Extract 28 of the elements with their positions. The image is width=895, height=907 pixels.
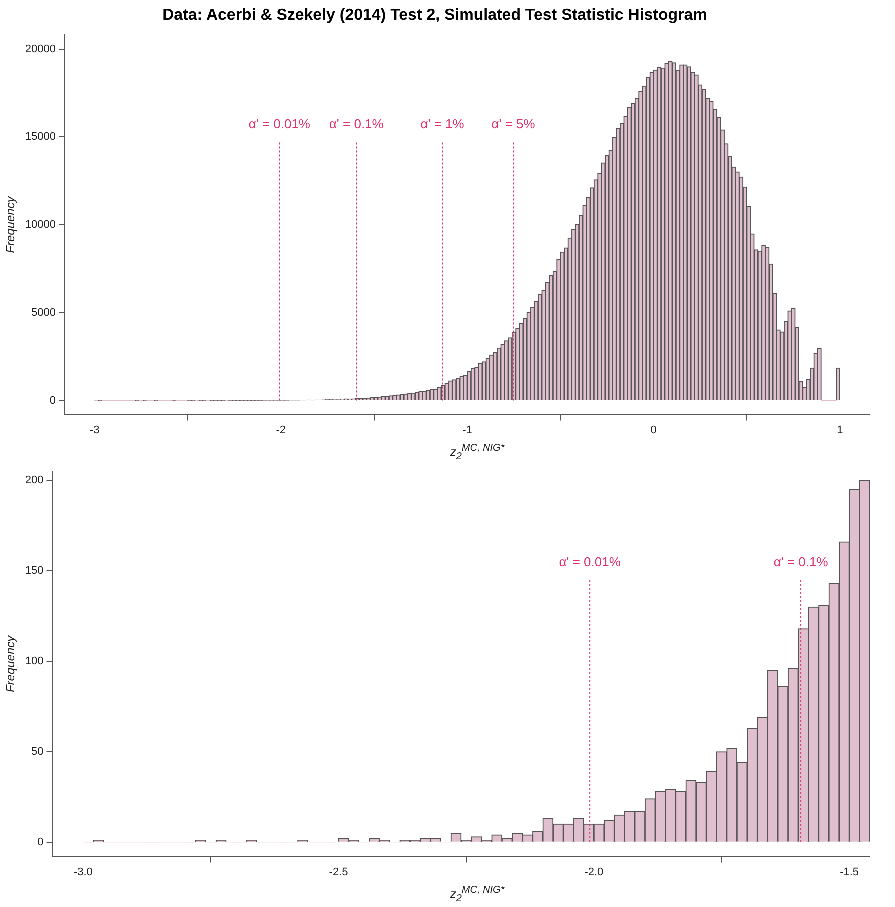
x-tick-label: -2.5 [329,866,348,878]
annotation: α' = 5% [492,116,536,132]
x-tick-label: -1.5 [840,866,860,878]
x-tick-label: -1 [462,424,472,436]
chart-title: Data: Acerbi & Szekely (2014) Test 2, Simulated Test Statistic Histogram [162,7,708,24]
y-tick-label: 0 [50,394,56,407]
annotation: α' = 0.01% [559,554,622,570]
y-tick-label: 20000 [25,43,56,56]
annotation: α' = 1% [420,116,465,132]
y-tick-label: 15000 [25,131,56,144]
y-tick-label: 5000 [32,306,56,319]
x-tick-label: 1 [837,424,844,436]
x-tick-label: -2.0 [584,866,604,878]
x-tick-label: 0 [650,424,657,436]
y-tick-label: 50 [32,746,44,758]
y-axis-title: Frequency [4,196,18,254]
y-tick-label: 200 [25,474,44,487]
x-tick-label: -3.0 [74,866,93,878]
y-axis-title: Frequency [4,634,18,693]
x-tick-label: -2 [276,424,286,436]
x-tick-label: -3 [90,424,100,436]
y-tick-label: 0 [38,836,44,848]
annotation: α' = 0.1% [774,554,829,570]
y-tick-label: 10000 [25,219,56,232]
y-tick-label: 100 [25,656,44,668]
annotation: α' = 0.01% [248,116,311,132]
y-tick-label: 150 [25,565,44,578]
annotation: α' = 0.1% [329,116,384,132]
